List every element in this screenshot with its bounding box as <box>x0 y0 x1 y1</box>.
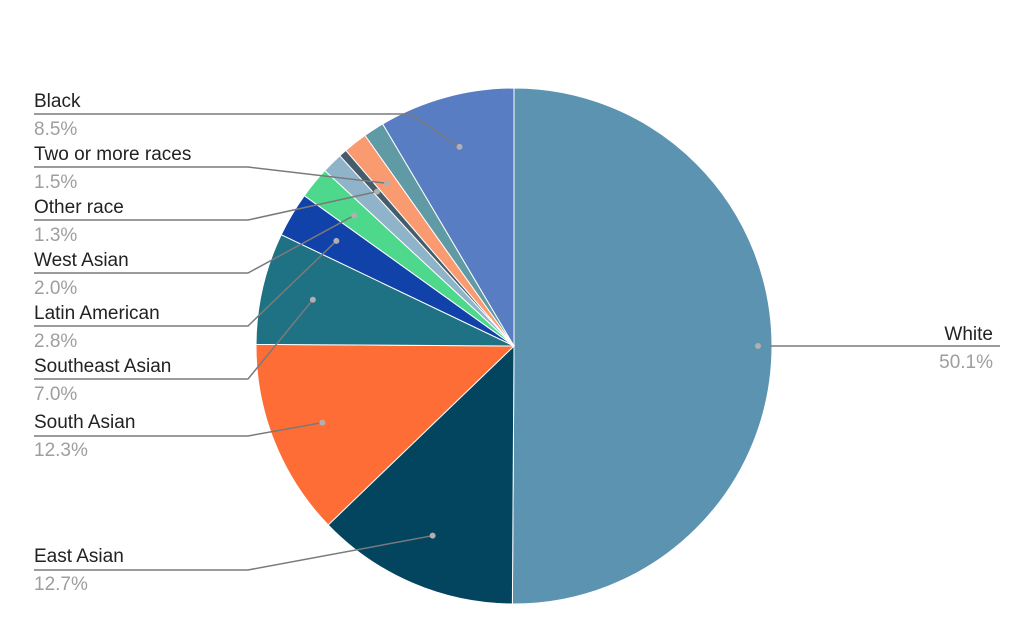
leader-line-latin-american <box>34 240 337 327</box>
leader-line-west-asian <box>34 214 355 274</box>
slice-value-black: 8.5% <box>34 119 77 140</box>
slice-labels: White 50.1% East Asian 12.7% South Asian 12.3… <box>34 91 993 595</box>
leader-dot-other-race <box>374 188 381 195</box>
slice-label-east-asian: East Asian <box>34 546 124 567</box>
leader-line-black <box>34 113 460 148</box>
slice-label-southeast-asian: Southeast Asian <box>34 356 171 377</box>
slice-label-black: Black <box>34 91 81 112</box>
leader-line-two-or-more-races <box>34 166 388 185</box>
slice-value-southeast-asian: 7.0% <box>34 384 77 405</box>
leader-dot-south-asian <box>319 419 326 426</box>
pie-slice-east-asian <box>327 344 515 605</box>
slice-value-other-race: 1.3% <box>34 225 77 246</box>
leader-dot-east-asian <box>429 532 436 539</box>
leader-lines <box>34 113 1000 571</box>
leader-dot-southeast-asian <box>309 296 316 303</box>
pie-slice-south-asian <box>255 343 516 526</box>
leader-line-south-asian <box>34 421 323 437</box>
slice-value-white: 50.1% <box>939 352 993 373</box>
leader-dot-latin-american <box>333 237 340 244</box>
slice-value-two-or-more-races: 1.5% <box>34 172 77 193</box>
slice-value-west-asian: 2.0% <box>34 278 77 299</box>
pie-slices <box>255 87 773 605</box>
leader-dot-white <box>755 343 761 349</box>
slice-value-latin-american: 2.8% <box>34 331 77 352</box>
slice-value-east-asian: 12.7% <box>34 574 88 595</box>
slice-label-other-race: Other race <box>34 197 124 218</box>
slice-label-south-asian: South Asian <box>34 412 135 433</box>
pie-slice-white <box>511 87 773 605</box>
leader-line-other-race <box>34 190 378 221</box>
slice-label-latin-american: Latin American <box>34 303 160 324</box>
pie-slice-black <box>381 87 515 348</box>
slice-label-west-asian: West Asian <box>34 250 129 271</box>
slice-label-white: White <box>944 324 993 345</box>
leader-line-east-asian <box>34 534 433 571</box>
leader-dot-west-asian <box>351 212 358 219</box>
leader-line-southeast-asian <box>34 299 314 380</box>
slice-value-south-asian: 12.3% <box>34 440 88 461</box>
leader-dot-two-or-more-races <box>383 180 390 187</box>
slice-label-two-or-more-races: Two or more races <box>34 144 191 165</box>
pie-slice-southeast-asian <box>255 234 515 347</box>
leader-dot-black <box>456 143 463 150</box>
